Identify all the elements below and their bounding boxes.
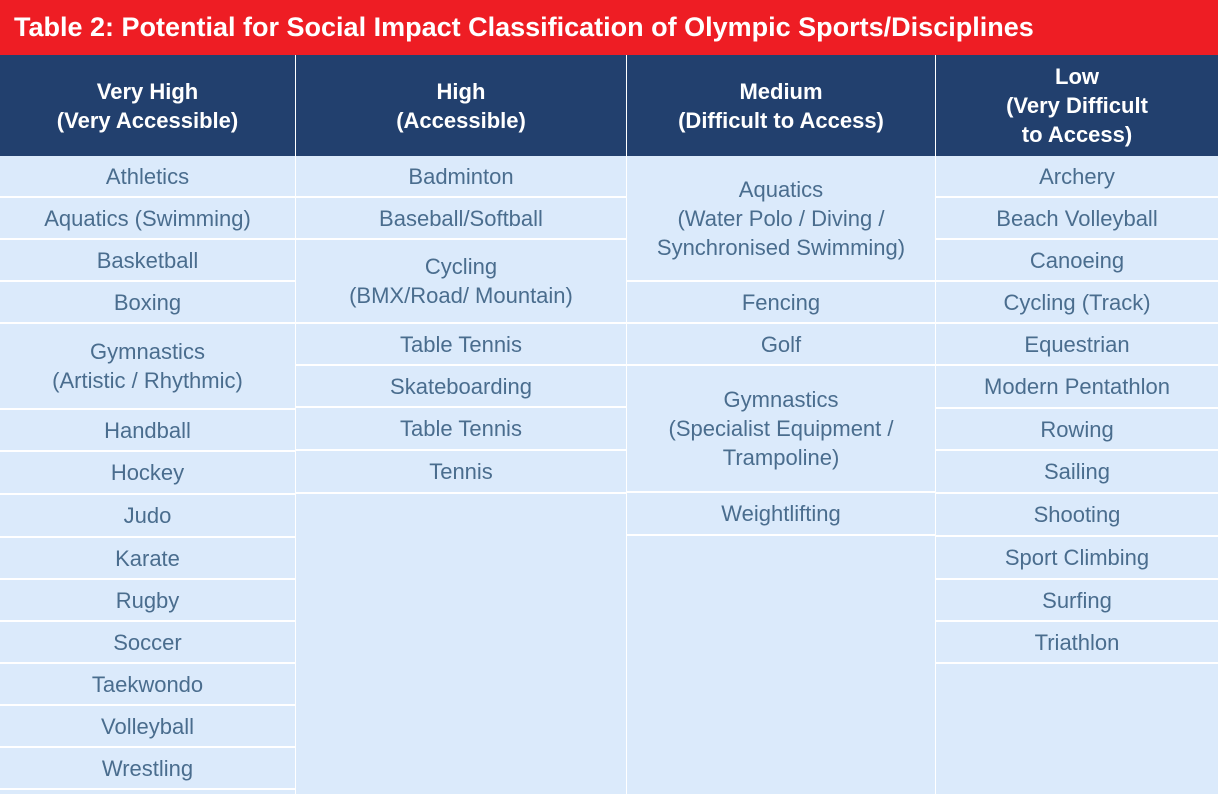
table-cell: Beach Volleyball bbox=[936, 198, 1218, 240]
table-cell: Modern Pentathlon bbox=[936, 366, 1218, 409]
table-cell: Cycling (BMX/Road/ Mountain) bbox=[296, 240, 626, 324]
table-cell: Handball bbox=[0, 410, 295, 452]
table-cell: Boxing bbox=[0, 282, 295, 324]
table-cell: Golf bbox=[627, 324, 935, 366]
table-cell: Cycling (Track) bbox=[936, 282, 1218, 324]
table-cell: Judo bbox=[0, 495, 295, 538]
table-cell: Gymnastics (Specialist Equipment / Tramp… bbox=[627, 366, 935, 493]
table-cell: Aquatics (Water Polo / Diving / Synchron… bbox=[627, 156, 935, 282]
table-cell: Triathlon bbox=[936, 622, 1218, 664]
table-body: Athletics Aquatics (Swimming) Basketball… bbox=[0, 156, 1218, 794]
table-cell: Karate bbox=[0, 538, 295, 580]
table-cell: Rowing bbox=[936, 409, 1218, 451]
table-cell: Sailing bbox=[936, 451, 1218, 494]
column-header-medium: Medium (Difficult to Access) bbox=[627, 55, 936, 156]
table-cell: Soccer bbox=[0, 622, 295, 664]
table-cell: Surfing bbox=[936, 580, 1218, 622]
table-cell: Gymnastics (Artistic / Rhythmic) bbox=[0, 324, 295, 410]
column-header-low: Low (Very Difficult to Access) bbox=[936, 55, 1218, 156]
column-header-very-high: Very High (Very Accessible) bbox=[0, 55, 296, 156]
table-cell: Equestrian bbox=[936, 324, 1218, 366]
column-low: Archery Beach Volleyball Canoeing Cyclin… bbox=[936, 156, 1218, 794]
table-cell: Wrestling bbox=[0, 748, 295, 790]
table-cell: Table Tennis bbox=[296, 408, 626, 451]
table-cell: Basketball bbox=[0, 240, 295, 282]
table-cell: Hockey bbox=[0, 452, 295, 495]
table-cell: Badminton bbox=[296, 156, 626, 198]
table-cell: Baseball/Softball bbox=[296, 198, 626, 240]
table-cell: Volleyball bbox=[0, 706, 295, 748]
table-cell: Skateboarding bbox=[296, 366, 626, 408]
table-title: Table 2: Potential for Social Impact Cla… bbox=[0, 0, 1218, 55]
column-header-high: High (Accessible) bbox=[296, 55, 627, 156]
header-row: Very High (Very Accessible) High (Access… bbox=[0, 55, 1218, 156]
table-cell: Taekwondo bbox=[0, 664, 295, 706]
table-cell: Table Tennis bbox=[296, 324, 626, 366]
table-cell: Aquatics (Swimming) bbox=[0, 198, 295, 240]
table-cell: Sport Climbing bbox=[936, 537, 1218, 580]
column-high: Badminton Baseball/Softball Cycling (BMX… bbox=[296, 156, 627, 794]
table-cell: Weightlifting bbox=[627, 493, 935, 536]
column-very-high: Athletics Aquatics (Swimming) Basketball… bbox=[0, 156, 296, 794]
table-cell: Fencing bbox=[627, 282, 935, 324]
table-cell: Tennis bbox=[296, 451, 626, 494]
table-cell: Athletics bbox=[0, 156, 295, 198]
table-cell: Canoeing bbox=[936, 240, 1218, 282]
table-cell: Rugby bbox=[0, 580, 295, 622]
table-cell: Archery bbox=[936, 156, 1218, 198]
table-cell: Shooting bbox=[936, 494, 1218, 537]
column-medium: Aquatics (Water Polo / Diving / Synchron… bbox=[627, 156, 936, 794]
